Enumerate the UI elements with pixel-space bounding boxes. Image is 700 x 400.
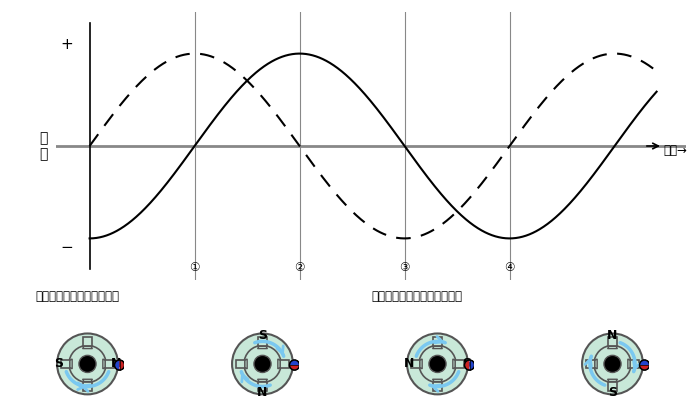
Polygon shape: [453, 359, 455, 369]
Wedge shape: [465, 360, 470, 370]
Text: S: S: [258, 328, 267, 342]
Wedge shape: [120, 360, 124, 370]
Text: +: +: [60, 37, 73, 52]
Text: ④: ④: [504, 262, 515, 274]
Text: ①: ①: [81, 313, 94, 327]
Polygon shape: [433, 382, 442, 390]
Circle shape: [465, 360, 475, 370]
Polygon shape: [103, 359, 105, 369]
Polygon shape: [608, 337, 617, 346]
Polygon shape: [608, 346, 617, 348]
Wedge shape: [640, 360, 649, 365]
Text: 破線：補助巻線に流れる電流: 破線：補助巻線に流れる電流: [371, 290, 462, 302]
Text: ②: ②: [256, 313, 269, 327]
Polygon shape: [278, 359, 280, 369]
Polygon shape: [628, 359, 630, 369]
Text: 実線：主巻線に流れる電流: 実線：主巻線に流れる電流: [35, 290, 119, 302]
Circle shape: [640, 360, 650, 370]
Text: S: S: [54, 358, 63, 370]
Circle shape: [419, 346, 456, 382]
Polygon shape: [586, 360, 595, 368]
Polygon shape: [105, 360, 114, 368]
Circle shape: [232, 334, 293, 394]
Polygon shape: [61, 360, 70, 368]
Circle shape: [429, 355, 446, 372]
Circle shape: [604, 355, 621, 372]
Circle shape: [290, 360, 300, 370]
Polygon shape: [595, 359, 597, 369]
Wedge shape: [640, 365, 649, 370]
Text: N: N: [258, 386, 267, 399]
Polygon shape: [280, 360, 289, 368]
Circle shape: [79, 355, 96, 372]
Wedge shape: [115, 360, 120, 370]
Text: S: S: [462, 358, 471, 370]
Circle shape: [254, 355, 271, 372]
Circle shape: [69, 346, 106, 382]
Polygon shape: [258, 337, 267, 346]
Text: N: N: [111, 358, 122, 370]
Polygon shape: [258, 382, 267, 390]
Polygon shape: [455, 360, 464, 368]
Text: ③: ③: [431, 313, 444, 327]
Polygon shape: [83, 337, 92, 346]
Text: ④: ④: [606, 313, 619, 327]
Circle shape: [115, 360, 125, 370]
Polygon shape: [433, 337, 442, 346]
Polygon shape: [83, 382, 92, 390]
Text: ②: ②: [295, 262, 305, 274]
Polygon shape: [83, 346, 92, 348]
Polygon shape: [411, 360, 420, 368]
Circle shape: [57, 334, 118, 394]
Wedge shape: [470, 360, 474, 370]
Circle shape: [244, 346, 281, 382]
Circle shape: [407, 334, 468, 394]
Circle shape: [594, 346, 631, 382]
Polygon shape: [630, 360, 639, 368]
Polygon shape: [83, 379, 92, 382]
Wedge shape: [290, 365, 299, 370]
Text: 電
流: 電 流: [39, 131, 48, 161]
Polygon shape: [258, 346, 267, 348]
Polygon shape: [258, 379, 267, 382]
Text: −: −: [60, 240, 73, 255]
Polygon shape: [433, 379, 442, 382]
Circle shape: [582, 334, 643, 394]
Polygon shape: [608, 382, 617, 390]
Text: 時間→: 時間→: [664, 144, 687, 157]
Polygon shape: [420, 359, 422, 369]
Text: ③: ③: [399, 262, 410, 274]
Text: ①: ①: [189, 262, 200, 274]
Polygon shape: [236, 360, 245, 368]
Polygon shape: [433, 346, 442, 348]
Polygon shape: [245, 359, 247, 369]
Polygon shape: [608, 379, 617, 382]
Polygon shape: [70, 359, 72, 369]
Text: N: N: [403, 358, 414, 370]
Text: N: N: [608, 328, 617, 342]
Wedge shape: [290, 360, 299, 365]
Text: S: S: [608, 386, 617, 399]
